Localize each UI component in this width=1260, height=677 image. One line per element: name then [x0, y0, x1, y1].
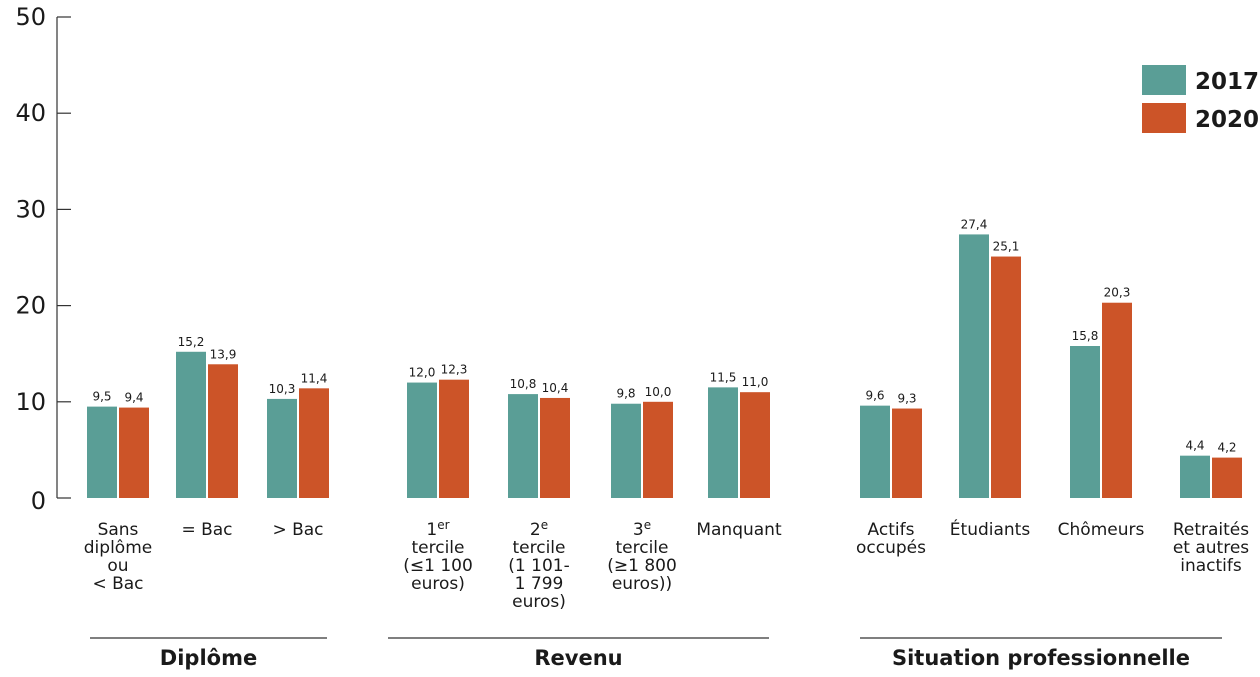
category-label: Retraités	[1173, 520, 1249, 540]
y-tick-label: 0	[31, 487, 46, 515]
bar-value-label: 12,3	[441, 363, 468, 377]
legend-swatch-2020	[1142, 103, 1186, 133]
category-label: 3e	[633, 518, 651, 540]
bar-value-label: 10,8	[510, 377, 537, 391]
bar-value-label: 27,4	[961, 217, 988, 231]
category-label: = Bac	[181, 520, 232, 540]
category-label: Actifs	[868, 520, 915, 540]
category-label: tercile	[616, 538, 669, 558]
category-label: inactifs	[1180, 556, 1242, 576]
bar-2020	[208, 364, 238, 498]
bar-value-label: 15,2	[178, 335, 205, 349]
bar-2020	[892, 408, 922, 498]
bar-2017	[860, 405, 890, 498]
bar-value-label: 9,8	[616, 387, 635, 401]
category-label: 1 799	[515, 574, 564, 594]
bar-2017	[611, 403, 641, 498]
bar-2020	[991, 256, 1021, 498]
bar-2020	[643, 401, 673, 498]
bar-value-label: 10,0	[645, 385, 672, 399]
category-label: (≤1 100	[403, 556, 473, 576]
category-label: occupés	[856, 538, 926, 558]
bar-value-label: 4,2	[1217, 441, 1236, 455]
bar-2017	[267, 398, 297, 498]
bar-2020	[119, 407, 149, 498]
category-label: ou	[107, 556, 128, 576]
bar-2017	[176, 351, 206, 498]
bar-value-label: 9,4	[124, 391, 143, 405]
category-label: Manquant	[696, 520, 782, 540]
bar-2020	[1102, 302, 1132, 498]
bar-2020	[1212, 457, 1242, 498]
category-label: euros)	[512, 592, 566, 612]
category-label: Étudiants	[950, 518, 1031, 540]
group-label: Diplôme	[160, 646, 257, 670]
category-label: tercile	[412, 538, 465, 558]
bar-value-label: 25,1	[993, 240, 1020, 254]
category-label: euros))	[612, 574, 672, 594]
bar-2017	[87, 406, 117, 498]
y-tick-label: 20	[15, 292, 46, 320]
category-label: Chômeurs	[1058, 520, 1145, 540]
bar-value-label: 11,4	[301, 371, 328, 385]
category-label: < Bac	[92, 574, 143, 594]
y-tick-label: 40	[15, 99, 46, 127]
bar-2020	[740, 392, 770, 498]
category-label: tercile	[513, 538, 566, 558]
group-label: Revenu	[534, 646, 622, 670]
bar-value-label: 9,3	[897, 392, 916, 406]
category-label: (1 101-	[508, 556, 569, 576]
category-label: diplôme	[84, 538, 152, 558]
group-label: Situation professionnelle	[892, 646, 1190, 670]
bar-2017	[407, 382, 437, 498]
bar-value-label: 11,0	[742, 375, 769, 389]
bar-2017	[708, 387, 738, 498]
bar-value-label: 20,3	[1104, 286, 1131, 300]
bar-2020	[540, 397, 570, 498]
bar-2017	[1180, 455, 1210, 498]
bar-value-label: 10,3	[269, 382, 296, 396]
category-label: Sans	[98, 520, 139, 540]
category-label: (≥1 800	[607, 556, 677, 576]
category-label: > Bac	[272, 520, 323, 540]
bar-2017	[959, 234, 989, 499]
category-label: 1er	[426, 518, 449, 540]
category-label: 2e	[530, 518, 548, 540]
y-tick-label: 30	[15, 195, 46, 223]
bar-value-label: 4,4	[1185, 439, 1204, 453]
legend-label: 2017	[1195, 69, 1259, 95]
bar-value-label: 15,8	[1072, 329, 1099, 343]
bar-2017	[1070, 346, 1100, 498]
bar-2020	[299, 388, 329, 498]
legend-label: 2020	[1195, 107, 1259, 133]
legend-swatch-2017	[1142, 65, 1186, 95]
bar-2017	[508, 394, 538, 498]
bar-2020	[439, 379, 469, 498]
bar-value-label: 11,5	[710, 370, 737, 384]
category-label: euros)	[411, 574, 465, 594]
bar-value-label: 13,9	[210, 347, 237, 361]
bar-value-label: 12,0	[409, 366, 436, 380]
y-tick-label: 50	[15, 3, 46, 31]
category-label: et autres	[1173, 538, 1249, 558]
bar-value-label: 9,5	[92, 390, 111, 404]
y-tick-label: 10	[15, 388, 46, 416]
bar-value-label: 10,4	[542, 381, 569, 395]
bar-value-label: 9,6	[865, 389, 884, 403]
